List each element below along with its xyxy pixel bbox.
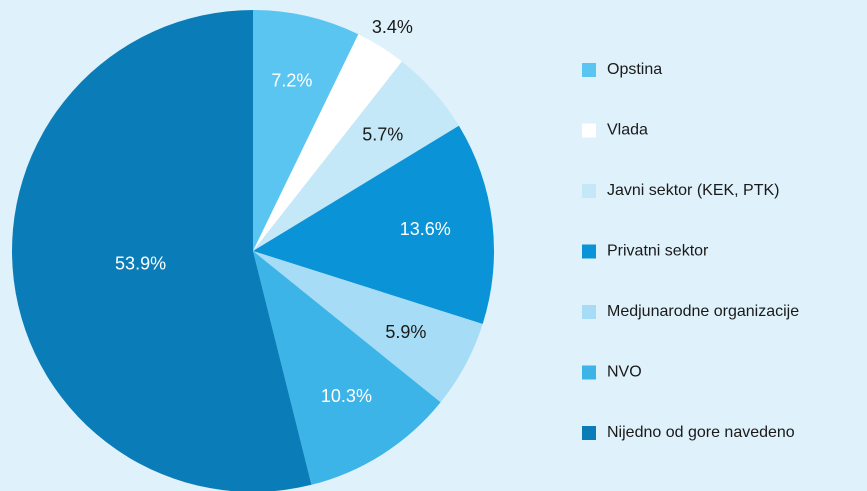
legend-swatch: [582, 123, 596, 138]
data-label: 10.3%: [321, 386, 372, 406]
legend-label: Nijedno od gore navedeno: [607, 424, 795, 441]
legend-label: Opstina: [607, 61, 662, 78]
data-label: 53.9%: [115, 254, 166, 274]
pie-slice: [253, 251, 483, 403]
pie-slice: [253, 34, 402, 252]
pie-slice: [253, 10, 359, 251]
legend-label: Privatni sektor: [607, 243, 709, 260]
data-label: 5.9%: [385, 322, 426, 342]
legend-swatch: [582, 365, 596, 380]
pie-slice: [12, 10, 312, 491]
data-label: 5.7%: [362, 125, 403, 145]
legend-swatch: [582, 184, 596, 198]
legend-swatch: [582, 305, 596, 319]
legend-label: Medjunarodne organizacije: [607, 303, 799, 320]
data-label: 13.6%: [400, 219, 451, 239]
legend-label: Javni sektor (KEK, PTK): [607, 182, 780, 199]
pie-slice: [253, 61, 459, 251]
legend-swatch: [582, 244, 596, 259]
data-label: 3.4%: [372, 17, 413, 37]
data-label: 7.2%: [271, 71, 312, 91]
legend-swatch: [582, 63, 596, 77]
pie-slice: [253, 125, 494, 325]
legend-swatch: [582, 426, 596, 440]
pie-slice: [253, 251, 441, 485]
legend-label: NVO: [607, 364, 642, 381]
legend-label: Vlada: [607, 122, 648, 139]
